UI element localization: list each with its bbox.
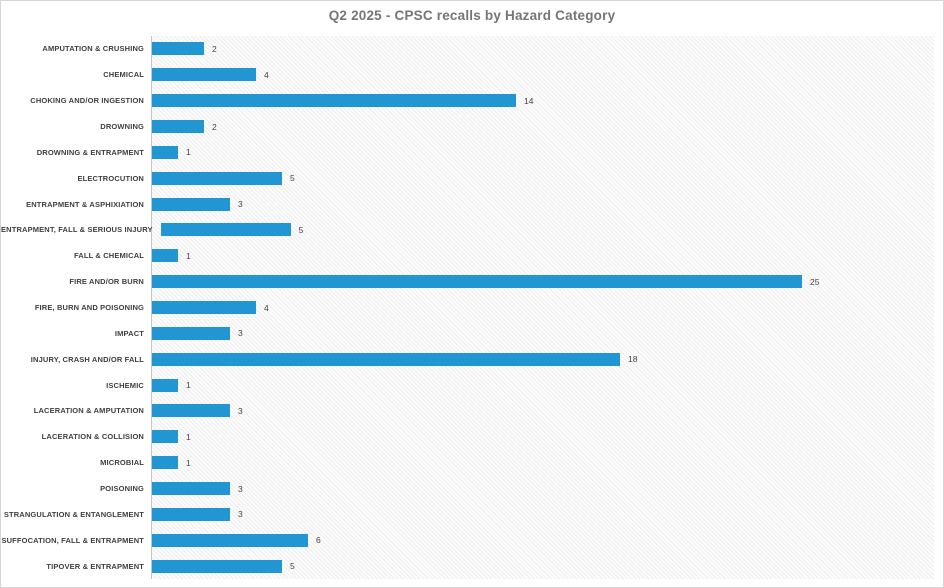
- bar-row: DROWNING & ENTRAPMENT 1: [1, 139, 943, 165]
- bar: [152, 301, 256, 315]
- bar: [152, 430, 178, 444]
- value-label: 1: [186, 147, 191, 158]
- bar: [152, 275, 802, 289]
- bar-row: MICROBIAL 1: [1, 450, 943, 476]
- bar-row: STRANGULATION & ENTANGLEMENT 3: [1, 501, 943, 527]
- bar-row: POISONING 3: [1, 476, 943, 502]
- value-label: 1: [186, 431, 191, 442]
- value-label: 3: [238, 405, 243, 416]
- category-label: ELECTROCUTION: [77, 173, 144, 183]
- bar: [152, 120, 204, 133]
- bar-row: LACERATION & AMPUTATION 3: [1, 398, 943, 424]
- category-label: CHOKING AND/OR INGESTION: [30, 96, 144, 106]
- bar: [152, 326, 230, 340]
- category-label: MICROBIAL: [100, 458, 144, 468]
- bar: [152, 533, 308, 547]
- bar-row: CHEMICAL 4: [1, 62, 943, 88]
- category-label: POISONING: [100, 484, 144, 494]
- category-label: CHEMICAL: [103, 70, 144, 80]
- bar-rows: AMPUTATION & CRUSHING 2 CHEMICAL 4 CHOKING A…: [1, 36, 943, 579]
- category-label: STRANGULATION & ENTANGLEMENT: [3, 509, 144, 519]
- bar: [152, 559, 282, 573]
- category-label: INJURY, CRASH AND/OR FALL: [30, 354, 144, 364]
- value-label: 4: [264, 69, 269, 80]
- category-label: LACERATION & AMPUTATION: [33, 406, 144, 416]
- value-label: 3: [238, 328, 243, 339]
- bar-row: FIRE, BURN AND POISONING 4: [1, 295, 943, 321]
- bar: [152, 482, 230, 496]
- value-label: 6: [316, 535, 321, 546]
- chart-title: Q2 2025 - CPSC recalls by Hazard Categor…: [328, 8, 616, 23]
- value-label: 14: [524, 95, 534, 106]
- category-label: TIPOVER & ENTRAPMENT: [46, 561, 144, 571]
- value-label: 3: [238, 199, 243, 210]
- bar: [152, 145, 178, 159]
- value-label: 5: [290, 173, 295, 184]
- bar: [152, 507, 230, 521]
- value-label: 5: [298, 224, 304, 235]
- bar-row: LACERATION & COLLISION 1: [1, 424, 943, 450]
- category-label: AMPUTATION & CRUSHING: [42, 44, 144, 54]
- category-label: LACERATION & COLLISION: [41, 432, 144, 442]
- bar-row: FIRE AND/OR BURN 25: [1, 269, 943, 295]
- category-label: IMPACT: [114, 328, 144, 338]
- value-label: 18: [628, 354, 638, 365]
- value-label: 3: [238, 509, 243, 520]
- bar-row: INJURY, CRASH AND/OR FALL 18: [1, 346, 943, 372]
- category-label: DROWNING & ENTRAPMENT: [36, 147, 144, 157]
- bar: [152, 352, 620, 366]
- bar-row: SUFFOCATION, FALL & ENTRAPMENT 6: [1, 527, 943, 553]
- value-label: 1: [186, 457, 191, 468]
- value-label: 2: [212, 121, 217, 132]
- category-label: DROWNING: [100, 122, 144, 131]
- bar-row: ELECTROCUTION 5: [1, 165, 943, 191]
- bar-row: DROWNING 2: [1, 114, 943, 140]
- bar: [152, 197, 230, 211]
- bar: [152, 404, 230, 418]
- value-label: 2: [212, 43, 217, 54]
- category-label: FIRE, BURN AND POISONING: [34, 303, 144, 313]
- category-label: FIRE AND/OR BURN: [69, 277, 144, 287]
- value-label: 3: [238, 483, 243, 494]
- bar-row: FALL & CHEMICAL 1: [1, 243, 943, 269]
- bar: [152, 68, 256, 82]
- bar: [152, 171, 282, 185]
- value-label: 4: [264, 302, 269, 313]
- value-label: 5: [290, 561, 295, 572]
- category-label: ISCHEMIC: [106, 380, 144, 390]
- bar: [152, 249, 178, 263]
- bar-row: ISCHEMIC 1: [1, 372, 943, 398]
- bar: [152, 378, 178, 392]
- category-label: ENTRAPMENT, FALL & SERIOUS INJURY: [1, 225, 153, 235]
- bar-row: ENTRAPMENT & ASPHIXIATION 3: [1, 191, 943, 217]
- bar: [160, 223, 291, 237]
- category-label: FALL & CHEMICAL: [73, 251, 144, 261]
- bar-row: AMPUTATION & CRUSHING 2: [1, 36, 943, 62]
- value-label: 25: [810, 276, 820, 287]
- bar-row: ENTRAPMENT, FALL & SERIOUS INJURY 5: [1, 217, 943, 243]
- bar-row: TIPOVER & ENTRAPMENT 5: [1, 553, 943, 579]
- category-label: ENTRAPMENT & ASPHIXIATION: [26, 199, 144, 209]
- category-label: SUFFOCATION, FALL & ENTRAPMENT: [1, 535, 144, 545]
- bar: [152, 42, 204, 56]
- bar-row: IMPACT 3: [1, 320, 943, 346]
- bar: [152, 456, 178, 470]
- plot-area: [151, 36, 934, 579]
- value-label: 1: [186, 380, 191, 391]
- bar: [152, 94, 516, 108]
- value-label: 1: [186, 250, 191, 261]
- bar-row: CHOKING AND/OR INGESTION 14: [1, 88, 943, 114]
